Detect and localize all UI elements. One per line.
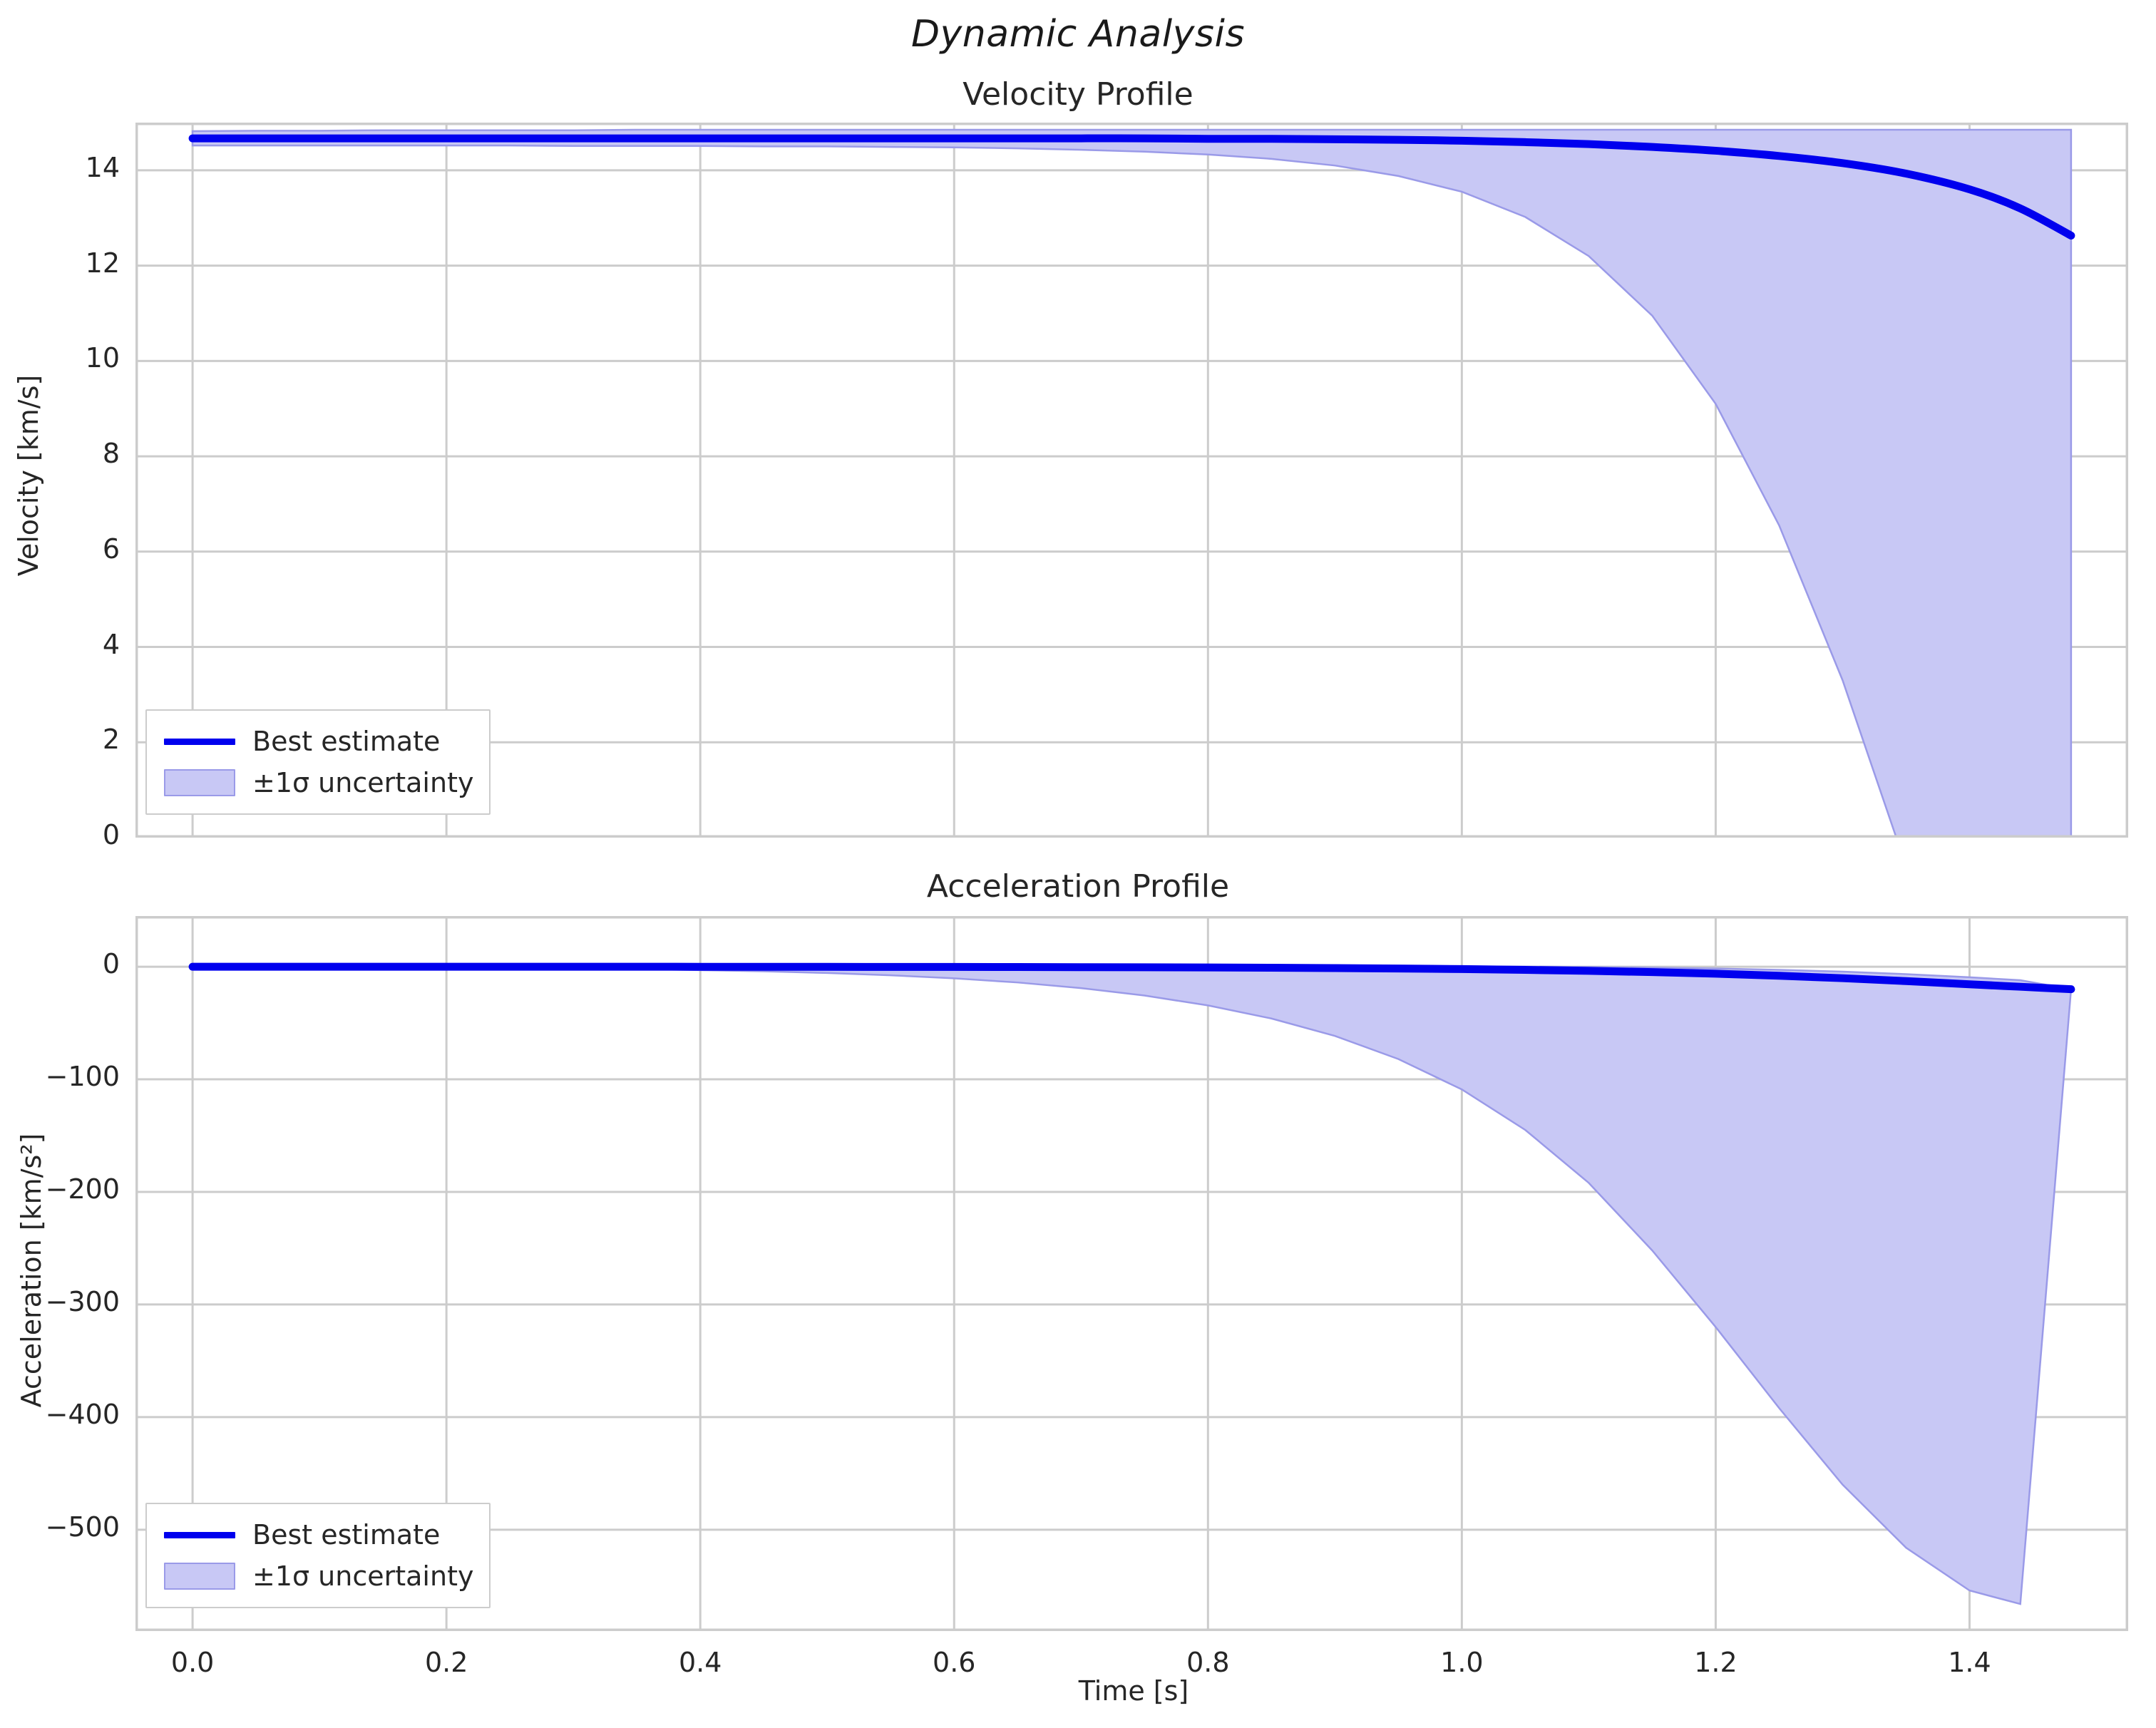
x-tick: 0.6: [933, 1647, 976, 1678]
x-tick: 0.2: [424, 1647, 468, 1678]
acceleration-y-tick: −500: [45, 1511, 120, 1543]
x-tick: 1.4: [1948, 1647, 1991, 1678]
acceleration-y-tick: −300: [45, 1285, 120, 1317]
legend-label: Best estimate: [252, 726, 441, 757]
x-tick: 1.2: [1694, 1647, 1737, 1678]
legend-entry[interactable]: ±1σ uncertainty: [160, 762, 473, 803]
legend-line-swatch: [164, 1531, 235, 1538]
legend-entry[interactable]: Best estimate: [160, 1514, 473, 1555]
velocity-y-tick: 6: [102, 533, 120, 565]
acceleration-y-tick: −200: [45, 1173, 120, 1205]
acceleration-y-tick: −100: [45, 1061, 120, 1093]
legend-label: Best estimate: [252, 1519, 441, 1550]
acceleration-y-tick: −400: [45, 1398, 120, 1430]
velocity-y-axis-label: Velocity [km/s]: [13, 374, 44, 577]
best-estimate-line: [188, 962, 2075, 994]
velocity-y-tick: 4: [102, 628, 120, 660]
velocity-y-tick: 2: [102, 724, 120, 756]
legend-patch-swatch: [164, 769, 235, 796]
velocity-y-tick: 10: [85, 342, 120, 374]
legend-entry[interactable]: ±1σ uncertainty: [160, 1555, 473, 1597]
legend-label: ±1σ uncertainty: [252, 767, 474, 798]
legend-patch-swatch: [164, 1563, 235, 1590]
x-axis-label: Time [s]: [1078, 1675, 1189, 1707]
velocity-y-tick: 12: [85, 247, 120, 279]
velocity-y-tick: 8: [102, 438, 120, 470]
x-tick: 1.0: [1440, 1647, 1484, 1678]
legend-line-swatch: [164, 738, 235, 745]
uncertainty-band: [191, 128, 2073, 838]
acceleration-legend: Best estimate ±1σ uncertainty: [145, 1503, 491, 1608]
velocity-y-tick: 0: [102, 819, 120, 850]
acceleration-y-tick: 0: [102, 948, 120, 980]
velocity-subplot-title: Velocity Profile: [962, 76, 1194, 113]
legend-entry[interactable]: Best estimate: [160, 721, 473, 762]
legend-label: ±1σ uncertainty: [252, 1560, 474, 1592]
velocity-y-tick: 14: [85, 151, 120, 183]
figure-suptitle: Dynamic Analysis: [910, 13, 1246, 56]
acceleration-y-axis-label: Acceleration [km/s²]: [16, 1133, 47, 1408]
velocity-legend: Best estimate ±1σ uncertainty: [145, 709, 491, 815]
acceleration-subplot-title: Acceleration Profile: [926, 868, 1230, 905]
x-tick: 0.8: [1186, 1647, 1230, 1678]
best-estimate-line: [188, 134, 2075, 240]
x-tick: 0.4: [678, 1647, 722, 1678]
x-tick: 0.0: [170, 1647, 215, 1678]
